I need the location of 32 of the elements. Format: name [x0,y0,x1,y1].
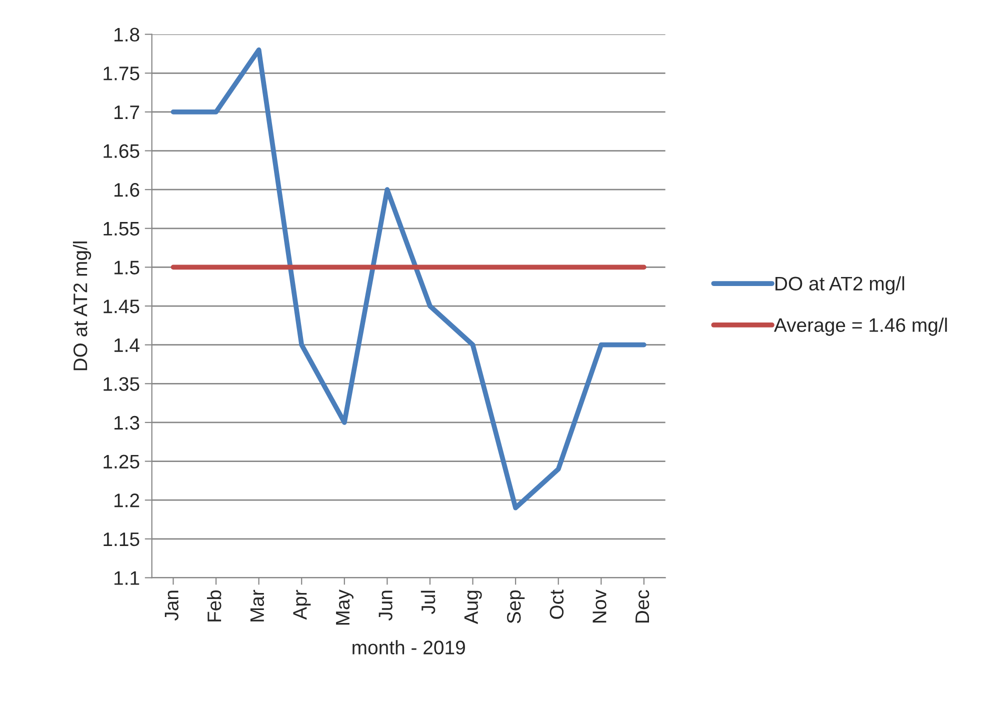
x-tick-label: Jan [164,590,178,621]
y-tick-label: 1.4 [114,338,140,352]
y-axis-title: DO at AT2 mg/l [72,242,92,370]
y-tick-label: 1.8 [114,28,140,42]
x-tick-label: May [336,590,354,625]
y-tick-label: 1.55 [104,222,140,236]
x-axis-title: month - 2019 [352,640,465,654]
y-tick-label: 1.65 [104,144,140,158]
x-tick-label: Dec [636,590,650,623]
y-tick-label: 1.2 [114,494,140,508]
y-tick-label: 1.35 [104,377,140,391]
y-tick-label: 1.5 [114,260,140,274]
legend-label: Average = 1.46 mg/l [774,318,947,336]
y-tick-label: 1.15 [104,532,140,546]
x-tick-label: Sep [507,590,525,624]
y-tick-label: 1.75 [104,66,140,80]
x-tick-label: Nov [592,590,606,623]
x-tick-label: Feb [206,590,222,622]
y-tick-label: 1.6 [114,183,140,197]
y-tick-label: 1.1 [114,571,140,585]
legend-label: DO at AT2 mg/l [776,276,904,294]
x-tick-label: Oct [550,590,564,619]
y-tick-label: 1.25 [104,454,140,469]
x-tick-label: Jul [420,590,436,614]
y-tick-label: 1.3 [114,416,140,430]
x-tick-label: Apr [293,590,311,620]
x-tick-label: Aug [464,590,482,624]
x-tick-label: Mar [250,590,264,622]
y-tick-label: 1.7 [114,106,140,119]
line-series [170,47,646,510]
y-tick-label: 1.45 [104,300,140,314]
x-tick-label: Jun [378,590,392,621]
